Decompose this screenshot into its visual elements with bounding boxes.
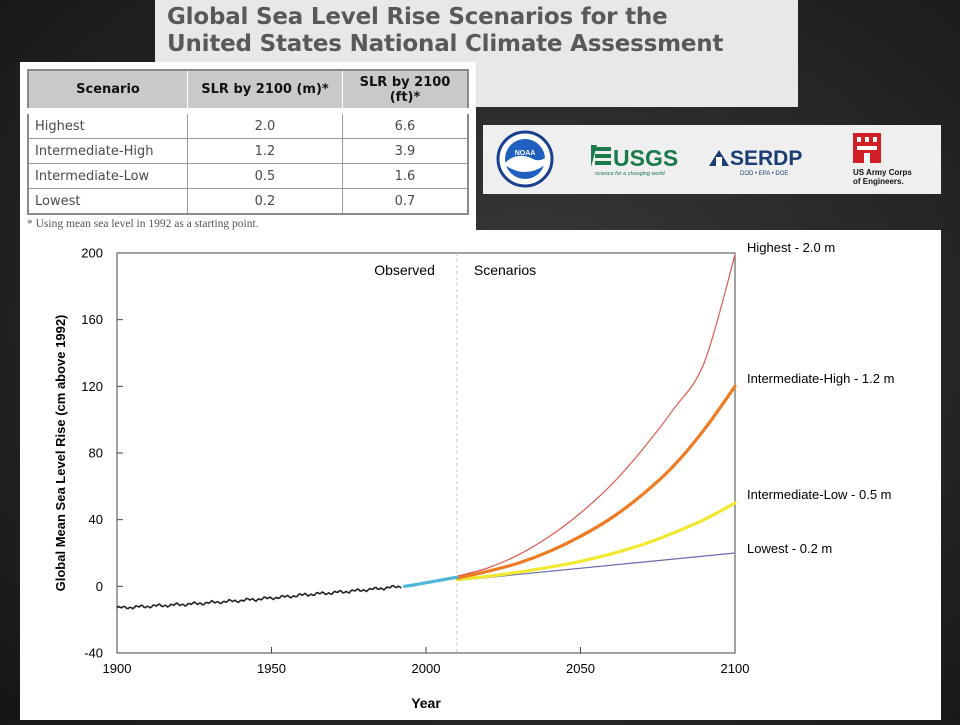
observed-series-line	[116, 584, 402, 610]
y-tick-label: 160	[81, 312, 103, 327]
agency-logos-panel: NOAA USGS science for a changing world S…	[483, 125, 941, 194]
plot-frame	[116, 252, 736, 654]
scenario-series-line	[455, 501, 737, 582]
serdp-label: SERDP	[730, 147, 802, 170]
usgs-tagline: science for a changing world	[595, 171, 666, 177]
series-label: Lowest - 0.2 m	[747, 541, 832, 556]
table-footnote: * Using mean sea level in 1992 as a star…	[27, 218, 259, 230]
y-tick-label: 0	[96, 579, 103, 594]
scenario-table: Scenario SLR by 2100 (m)* SLR by 2100 (f…	[27, 69, 469, 215]
slr-meters-cell: 0.2	[187, 188, 343, 215]
satellite-series-line	[402, 575, 459, 588]
serdp-tagline: DOD • EPA • DOE	[740, 171, 788, 177]
usace-label-line-1: US Army Corps	[853, 168, 912, 177]
table-row: Intermediate-High 1.2 3.9	[27, 138, 469, 164]
observed-region-label: Observed	[374, 262, 435, 278]
title-line-2: United States National Climate Assessmen…	[167, 31, 724, 57]
noaa-label: NOAA	[515, 150, 536, 157]
usgs-logo: USGS science for a changing world	[591, 145, 678, 177]
slr-feet-cell: 3.9	[342, 138, 469, 164]
table-header-row: Scenario SLR by 2100 (m)* SLR by 2100 (f…	[28, 70, 469, 114]
table-row: Highest 2.0 6.6	[27, 110, 469, 139]
slr-meters-cell: 1.2	[187, 138, 343, 164]
scenario-name-cell: Intermediate-High	[27, 138, 188, 164]
column-header: Scenario	[28, 70, 188, 114]
table-row: Lowest 0.2 0.7	[27, 188, 469, 215]
y-tick-label: 120	[81, 379, 103, 394]
slr-meters-cell: 2.0	[187, 110, 343, 139]
y-tick-label: -40	[84, 646, 103, 661]
scenarios-region-label: Scenarios	[474, 262, 536, 278]
slr-feet-cell: 6.6	[342, 110, 469, 139]
serdp-logo: SERDP DOD • EPA • DOE	[709, 147, 802, 177]
usgs-label: USGS	[613, 145, 678, 171]
scenario-series-line	[456, 254, 736, 577]
series-label: Intermediate-High - 1.2 m	[747, 371, 894, 386]
y-tick-label: 200	[81, 246, 103, 261]
x-tick-label: 2000	[412, 661, 441, 676]
x-tick-label: 1950	[257, 661, 286, 676]
slr-feet-cell: 0.7	[342, 188, 469, 215]
scenario-series-line	[455, 384, 737, 580]
y-axis-label: Global Mean Sea Level Rise (cm above 199…	[53, 315, 68, 592]
scenario-name-cell: Highest	[27, 110, 188, 139]
y-tick-label: 80	[89, 446, 103, 461]
usace-label-line-2: of Engineers.	[853, 177, 904, 186]
column-header: SLR by 2100 (ft)*	[342, 70, 469, 114]
page-title: Global Sea Level Rise Scenarios for the …	[167, 4, 723, 58]
usace-castle-logo: US Army Corps of Engineers.	[853, 133, 912, 186]
column-header: SLR by 2100 (m)*	[187, 70, 343, 114]
slr-meters-cell: 0.5	[187, 163, 343, 189]
y-tick-label: 40	[89, 512, 103, 527]
x-tick-label: 1900	[103, 661, 132, 676]
sea-level-chart: -40 0 40 80 120 160 200 1900 1950 2000 2050 2100 Yea…	[53, 240, 894, 711]
x-axis-label: Year	[411, 695, 441, 711]
table-row: Intermediate-Low 0.5 1.6	[27, 163, 469, 189]
scenario-name-cell: Intermediate-Low	[27, 163, 188, 189]
sea-level-chart-panel: -40 0 40 80 120 160 200 1900 1950 2000 2050 2100 Yea…	[20, 230, 941, 720]
slr-feet-cell: 1.6	[342, 163, 469, 189]
series-label: Highest - 2.0 m	[747, 240, 835, 255]
noaa-logo: NOAA	[496, 130, 554, 188]
series-label: Intermediate-Low - 0.5 m	[747, 487, 892, 502]
scenario-name-cell: Lowest	[27, 188, 188, 215]
x-tick-label: 2100	[721, 661, 750, 676]
scenario-table-panel: Scenario SLR by 2100 (m)* SLR by 2100 (f…	[20, 62, 476, 232]
title-line-1: Global Sea Level Rise Scenarios for the	[167, 4, 668, 30]
x-tick-label: 2050	[566, 661, 595, 676]
